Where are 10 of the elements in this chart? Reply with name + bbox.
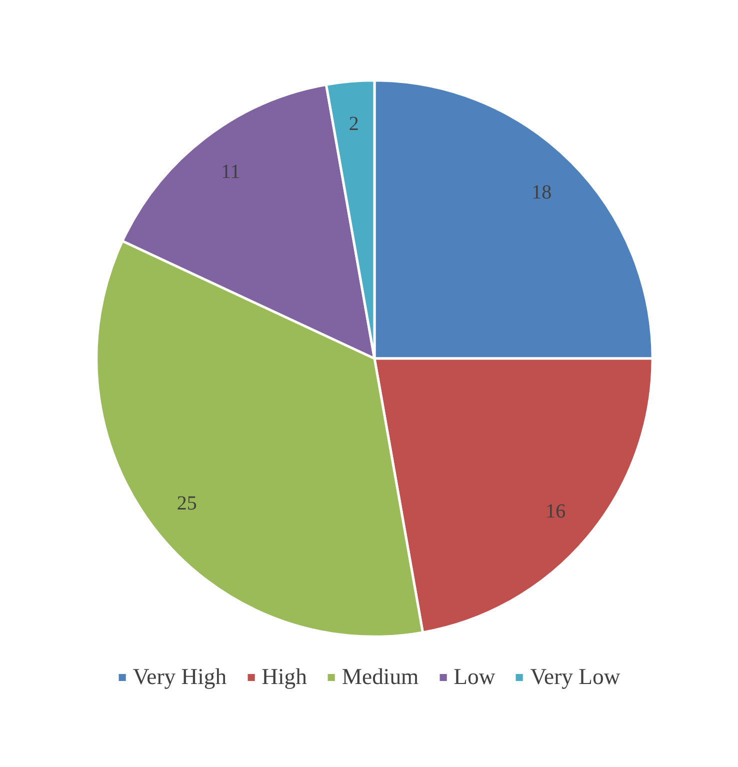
legend-label: Very High [132, 664, 227, 690]
legend-label: Medium [342, 664, 419, 690]
legend-label: Very Low [530, 664, 620, 690]
data-label: 25 [176, 492, 197, 514]
data-label: 18 [532, 181, 552, 204]
legend-label: Low [454, 664, 496, 690]
data-label: 2 [348, 113, 359, 136]
data-label: 11 [220, 161, 240, 184]
legend-label: High [262, 664, 307, 690]
data-label: 16 [546, 500, 566, 522]
